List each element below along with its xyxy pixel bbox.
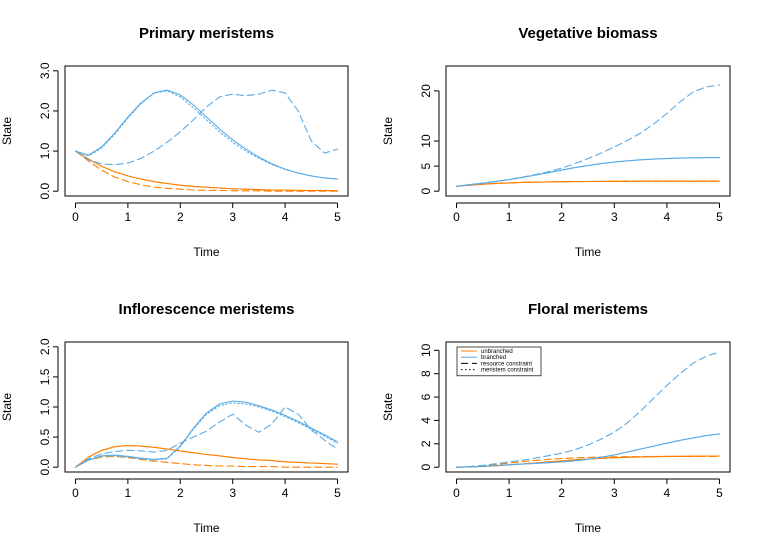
plot-frame <box>64 65 349 197</box>
series-line-branched-dotted <box>455 433 721 468</box>
y-axis-label: State <box>0 117 14 145</box>
x-tick-label: 0 <box>72 210 79 224</box>
chart-title: Vegetative biomass <box>518 25 657 42</box>
x-axis-label: Time <box>575 521 602 535</box>
x-tick-label: 0 <box>453 486 460 500</box>
x-tick-label: 5 <box>334 486 341 500</box>
y-tick-label: 6 <box>419 393 433 400</box>
plot-frame <box>445 65 731 197</box>
series-line-unbranched-dotted <box>74 444 339 468</box>
y-tick-label: 1.0 <box>38 142 52 159</box>
x-tick-label: 4 <box>664 486 671 500</box>
y-tick-label: 2.0 <box>38 338 52 355</box>
y-tick-label: 4 <box>419 417 433 424</box>
series-line-branched-dashed <box>74 89 339 166</box>
y-tick-label: 8 <box>419 370 433 377</box>
x-tick-label: 0 <box>453 210 460 224</box>
series-line-unbranched-solid <box>74 444 339 468</box>
legend-label: branched <box>481 355 506 361</box>
series-line-unbranched-dotted <box>74 150 339 192</box>
series-line-unbranched-solid <box>74 150 339 192</box>
x-axis-label: Time <box>575 245 602 259</box>
x-tick-label: 4 <box>282 210 289 224</box>
chart-title: Primary meristems <box>139 25 274 42</box>
x-tick-label: 2 <box>558 486 565 500</box>
series-line-branched-dotted <box>74 402 339 468</box>
chart-title: Floral meristems <box>528 301 648 318</box>
y-tick-label: 10 <box>419 134 433 148</box>
panel-2: Vegetative biomass 0 1 2 3 4 5 Time 0 5 10 20 State <box>381 25 731 259</box>
series-line-unbranched-dotted <box>455 180 721 187</box>
series-line-branched-solid <box>74 400 339 468</box>
x-tick-label: 5 <box>716 210 723 224</box>
legend-label: resource constraint <box>481 361 532 367</box>
x-axis-label: Time <box>193 521 220 535</box>
x-tick-label: 1 <box>125 486 132 500</box>
y-tick-label: 1.5 <box>38 368 52 385</box>
y-tick-label: 0 <box>419 464 433 471</box>
panel-1: Primary meristems 0 1 2 3 4 5 Time 0.0 1.0 2.0 3.0 S… <box>0 25 349 259</box>
plot-frame <box>445 341 731 473</box>
x-tick-label: 4 <box>282 486 289 500</box>
y-tick-label: 1.0 <box>38 398 52 415</box>
panel-3: Inflorescence meristems 0 1 2 3 4 5 Time 0.0 0.5 1… <box>0 301 349 535</box>
x-tick-label: 1 <box>125 210 132 224</box>
legend-label: meristem constraint <box>481 368 534 374</box>
y-tick-label: 20 <box>419 84 433 98</box>
y-tick-label: 3.0 <box>38 62 52 79</box>
x-tick-label: 5 <box>716 486 723 500</box>
x-tick-label: 1 <box>506 486 513 500</box>
panel-4: Floral meristems 0 1 2 3 4 5 Time 0 2 4 6 8 10 State un… <box>381 301 731 535</box>
y-tick-label: 5 <box>419 162 433 169</box>
y-tick-label: 0.0 <box>38 459 52 476</box>
x-tick-label: 2 <box>558 210 565 224</box>
x-tick-label: 2 <box>177 210 184 224</box>
x-tick-label: 4 <box>664 210 671 224</box>
y-tick-label: 10 <box>419 343 433 357</box>
x-tick-label: 3 <box>229 210 236 224</box>
x-tick-label: 2 <box>177 486 184 500</box>
chart-title: Inflorescence meristems <box>119 301 295 318</box>
series-line-unbranched-dashed <box>74 150 339 192</box>
series-line-branched-dotted <box>74 90 339 180</box>
y-tick-label: 2 <box>419 440 433 447</box>
y-axis-label: State <box>381 393 395 421</box>
series-line-branched-dashed <box>455 351 721 468</box>
legend-label: unbranched <box>481 349 513 355</box>
legend-box <box>456 346 542 377</box>
x-tick-label: 0 <box>72 486 79 500</box>
x-tick-label: 5 <box>334 210 341 224</box>
x-axis-label: Time <box>193 245 220 259</box>
x-tick-label: 3 <box>611 486 618 500</box>
y-axis-label: State <box>381 117 395 145</box>
plot-frame <box>64 341 349 473</box>
y-tick-label: 0.0 <box>38 183 52 200</box>
x-tick-label: 1 <box>506 210 513 224</box>
series-line-branched-dashed <box>74 406 339 468</box>
x-tick-label: 3 <box>229 486 236 500</box>
x-tick-label: 3 <box>611 210 618 224</box>
series-line-branched-dashed <box>455 84 721 187</box>
y-axis-label: State <box>0 393 14 421</box>
series-line-unbranched-dashed <box>74 455 339 468</box>
y-tick-label: 0 <box>419 188 433 195</box>
y-tick-label: 2.0 <box>38 102 52 119</box>
series-line-branched-dotted <box>455 157 721 187</box>
series-line-branched-solid <box>455 433 721 468</box>
y-tick-label: 0.5 <box>38 428 52 445</box>
series-line-branched-solid <box>74 89 339 180</box>
